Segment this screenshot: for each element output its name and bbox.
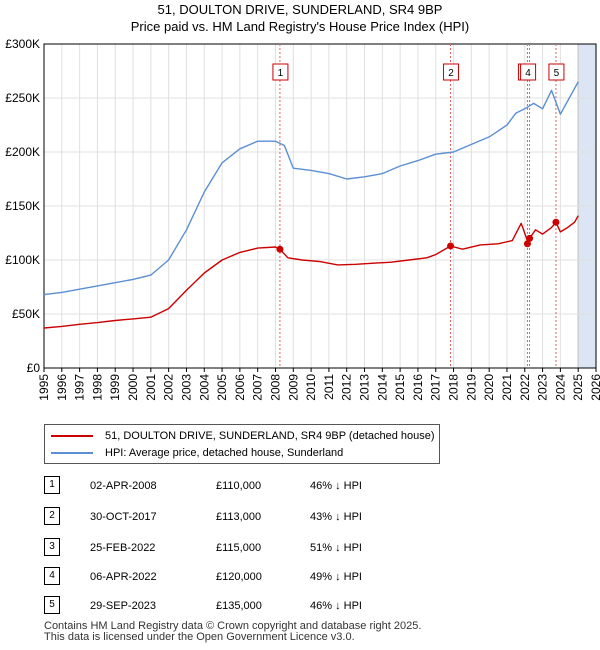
sale-label-box: 2 [443,63,460,81]
x-tick-label: 2014 [375,374,389,401]
y-tick-label: £0 [27,361,41,375]
sale-label-frame [443,63,460,81]
x-tick-label: 2011 [322,374,336,400]
x-tick-label: 1996 [55,374,69,401]
x-tick-label: 2005 [215,374,229,401]
sale-hpi-diff: 51% ↓ HPI [310,542,362,554]
x-tick-label: 2018 [447,374,461,401]
x-tick-label: 2000 [126,374,140,401]
chart-legend: 51, DOULTON DRIVE, SUNDERLAND, SR4 9BP (… [44,424,440,464]
table-row: 1 02-APR-2008 £110,000 46% ↓ HPI [44,476,464,498]
table-row: 2 30-OCT-2017 £113,000 43% ↓ HPI [44,507,464,529]
x-tick-label: 2015 [393,374,407,401]
y-tick-label: £200K [5,145,40,159]
x-tick-label: 2021 [500,374,514,401]
sale-number-badge: 3 [44,538,60,556]
legend-label-property: 51, DOULTON DRIVE, SUNDERLAND, SR4 9BP (… [105,430,435,442]
table-row: 4 06-APR-2022 £120,000 49% ↓ HPI [44,567,464,589]
x-tick-label: 2026 [589,374,600,401]
y-tick-label: £100K [5,253,40,267]
x-tick-label: 2025 [571,374,585,401]
sale-label-box: 4 [520,63,537,81]
sale-date: 02-APR-2008 [90,480,157,492]
footer-copyright: Contains HM Land Registry data © Crown c… [44,620,422,632]
table-row: 5 29-SEP-2023 £135,000 46% ↓ HPI [44,596,464,618]
sale-price: £113,000 [216,511,262,523]
sale-point [552,218,560,226]
sale-label-frame [272,63,289,81]
sale-label-text: 5 [554,68,560,79]
legend-item-property: 51, DOULTON DRIVE, SUNDERLAND, SR4 9BP (… [51,428,435,444]
sale-hpi-diff: 46% ↓ HPI [310,480,362,492]
x-tick-label: 2008 [268,374,282,401]
x-tick-label: 2003 [179,374,193,401]
plot-frame [43,43,597,369]
x-tick-label: 1998 [90,374,104,401]
chart-subtitle: Price paid vs. HM Land Registry's House … [130,19,470,34]
sale-hpi-diff: 46% ↓ HPI [310,600,362,612]
x-tick-label: 2023 [536,374,550,401]
sale-price: £120,000 [216,571,262,583]
y-tick-label: £150K [5,199,40,213]
sale-date: 25-FEB-2022 [90,542,156,554]
x-tick-label: 2006 [233,374,247,401]
sale-label-text: 4 [525,68,531,79]
sale-point [526,234,534,242]
x-tick-label: 2004 [197,374,211,401]
sale-date: 29-SEP-2023 [90,600,157,612]
x-tick-label: 2002 [162,374,176,401]
sale-price: £115,000 [216,542,262,554]
x-tick-label: 2020 [482,374,496,401]
sale-point [523,240,531,248]
sale-label-box: 5 [548,63,565,81]
x-tick-label: 1999 [108,374,122,401]
sale-label-frame [520,63,537,81]
x-tick-label: 2019 [464,374,478,401]
sale-label-text: 1 [278,68,284,79]
legend-swatch-property [51,435,93,437]
sale-date: 06-APR-2022 [90,571,157,583]
x-tick-label: 2013 [358,374,372,401]
sale-label-text: 2 [448,68,454,79]
x-tick-label: 2017 [429,374,443,401]
sale-price: £110,000 [216,480,262,492]
x-tick-label: 1995 [37,374,51,401]
x-tick-label: 2016 [411,374,425,401]
y-tick-label: £300K [5,37,40,51]
legend-label-hpi: HPI: Average price, detached house, Sund… [105,447,344,459]
sale-number-badge: 5 [44,596,60,614]
sale-label-frame [548,63,565,81]
legend-item-hpi: HPI: Average price, detached house, Sund… [51,445,343,461]
sale-date: 30-OCT-2017 [90,511,157,523]
x-tick-label: 2024 [553,374,567,401]
sale-number-badge: 4 [44,567,60,585]
sale-hpi-diff: 43% ↓ HPI [310,511,362,523]
sale-hpi-diff: 49% ↓ HPI [310,571,362,583]
legend-swatch-hpi [51,452,93,454]
price-chart: £0 £50K £100K £150K £200K £250K £300K 1995 1996 1… [5,37,600,401]
table-row: 3 25-FEB-2022 £115,000 51% ↓ HPI [44,538,464,560]
sale-number-badge: 1 [44,476,60,494]
y-tick-label: £250K [5,91,40,105]
sale-price: £135,000 [216,600,262,612]
sale-number-badge: 2 [44,507,60,525]
sale-point [447,242,455,250]
x-tick-label: 2009 [286,374,300,401]
x-tick-label: 2001 [144,374,158,401]
y-tick-label: £50K [12,307,40,321]
x-tick-label: 2007 [251,374,265,401]
x-tick-label: 1997 [73,374,87,401]
hpi-line [43,81,579,296]
chart-title: 51, DOULTON DRIVE, SUNDERLAND, SR4 9BP [157,2,443,17]
x-tick-label: 2012 [340,374,354,401]
footer-licence: This data is licensed under the Open Gov… [44,631,355,643]
x-tick-label: 2022 [518,374,532,401]
x-tick-label: 2010 [304,374,318,401]
sale-point [276,245,284,253]
property-price-line [43,215,579,329]
sale-label-box: 1 [272,63,289,81]
